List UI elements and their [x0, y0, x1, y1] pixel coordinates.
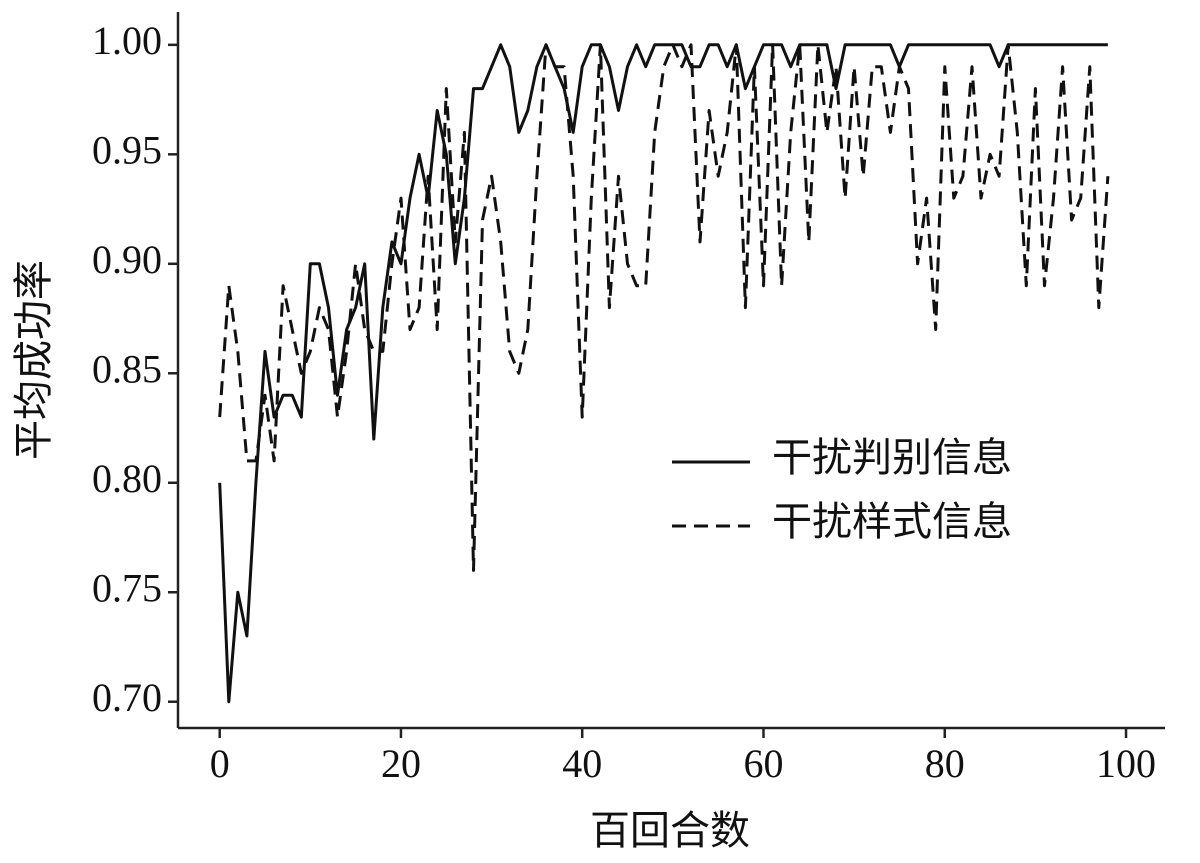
legend-label: 干扰判别信息	[772, 435, 1012, 480]
x-tick-label: 0	[210, 741, 230, 786]
x-tick-label: 20	[381, 741, 421, 786]
x-axis-label: 百回合数	[590, 808, 750, 853]
y-tick-label: 0.70	[92, 675, 162, 720]
y-tick-label: 0.90	[92, 237, 162, 282]
x-tick-label: 100	[1096, 741, 1156, 786]
y-tick-label: 1.00	[92, 18, 162, 63]
line-series	[218, 43, 1110, 572]
x-tick-label: 60	[743, 741, 783, 786]
line-series	[218, 43, 1108, 704]
y-tick-label: 0.80	[92, 456, 162, 501]
x-tick-label: 80	[925, 741, 965, 786]
legend-label: 干扰样式信息	[772, 499, 1012, 544]
x-tick-label: 40	[562, 741, 602, 786]
y-axis-label: 平均成功率	[11, 260, 56, 460]
y-tick-label: 0.75	[92, 565, 162, 610]
y-tick-label: 0.95	[92, 127, 162, 172]
y-tick-label: 0.85	[92, 346, 162, 391]
